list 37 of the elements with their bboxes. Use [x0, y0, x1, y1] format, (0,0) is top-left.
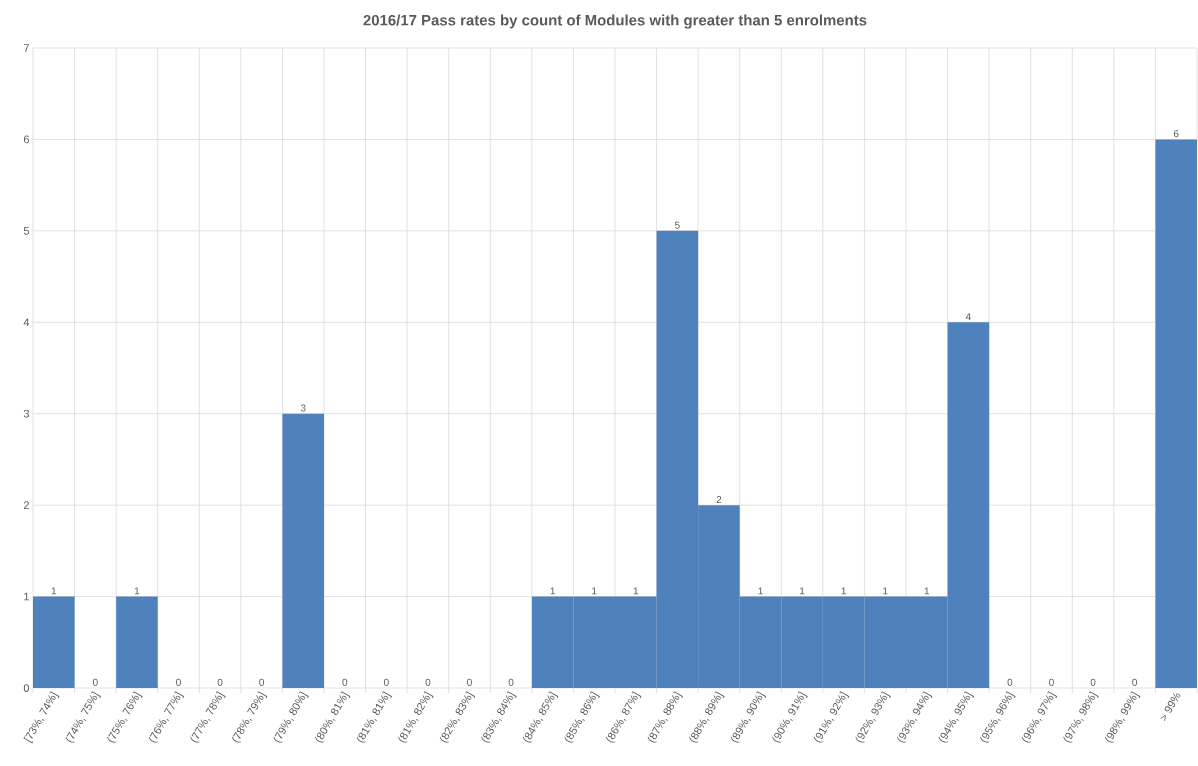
data-label: 1 [758, 587, 763, 595]
y-tick-label: 7 [23, 44, 29, 52]
data-label: 3 [300, 404, 306, 412]
data-label: 5 [674, 221, 680, 229]
data-label: 2 [716, 495, 722, 503]
data-label: 4 [965, 313, 971, 321]
y-tick-label: 2 [23, 501, 29, 509]
data-label: 1 [883, 587, 888, 595]
chart-title: 2016/17 Pass rates by count of Modules with greater than 5 enrolments [363, 14, 867, 29]
data-label: 0 [1007, 678, 1013, 686]
data-label: 1 [800, 587, 805, 595]
data-label: 0 [1132, 678, 1138, 686]
data-label: 0 [467, 678, 472, 686]
data-label: 0 [217, 678, 223, 686]
y-tick-label: 4 [23, 318, 30, 327]
data-label: 1 [841, 587, 846, 595]
y-tick-label: 1 [24, 592, 29, 601]
data-label: 6 [1173, 130, 1179, 138]
data-label: 0 [383, 678, 389, 686]
data-label: 1 [924, 587, 930, 595]
data-label: 0 [1090, 678, 1096, 686]
data-label: 1 [550, 587, 555, 595]
data-label: 0 [508, 678, 514, 686]
data-label: 0 [1049, 678, 1054, 686]
data-label: 1 [592, 587, 597, 595]
data-label: 0 [92, 678, 98, 686]
y-tick-label: 3 [23, 409, 29, 418]
data-label: 0 [425, 678, 431, 686]
data-label: 0 [259, 678, 265, 686]
y-tick-label: 6 [23, 135, 29, 144]
data-label: 0 [342, 678, 348, 686]
data-label: 1 [134, 587, 140, 595]
data-label: 1 [51, 587, 57, 595]
data-label: 1 [633, 587, 639, 595]
y-tick-label: 5 [23, 227, 30, 235]
data-label: 0 [176, 678, 181, 686]
y-tick-label: 0 [23, 684, 30, 692]
